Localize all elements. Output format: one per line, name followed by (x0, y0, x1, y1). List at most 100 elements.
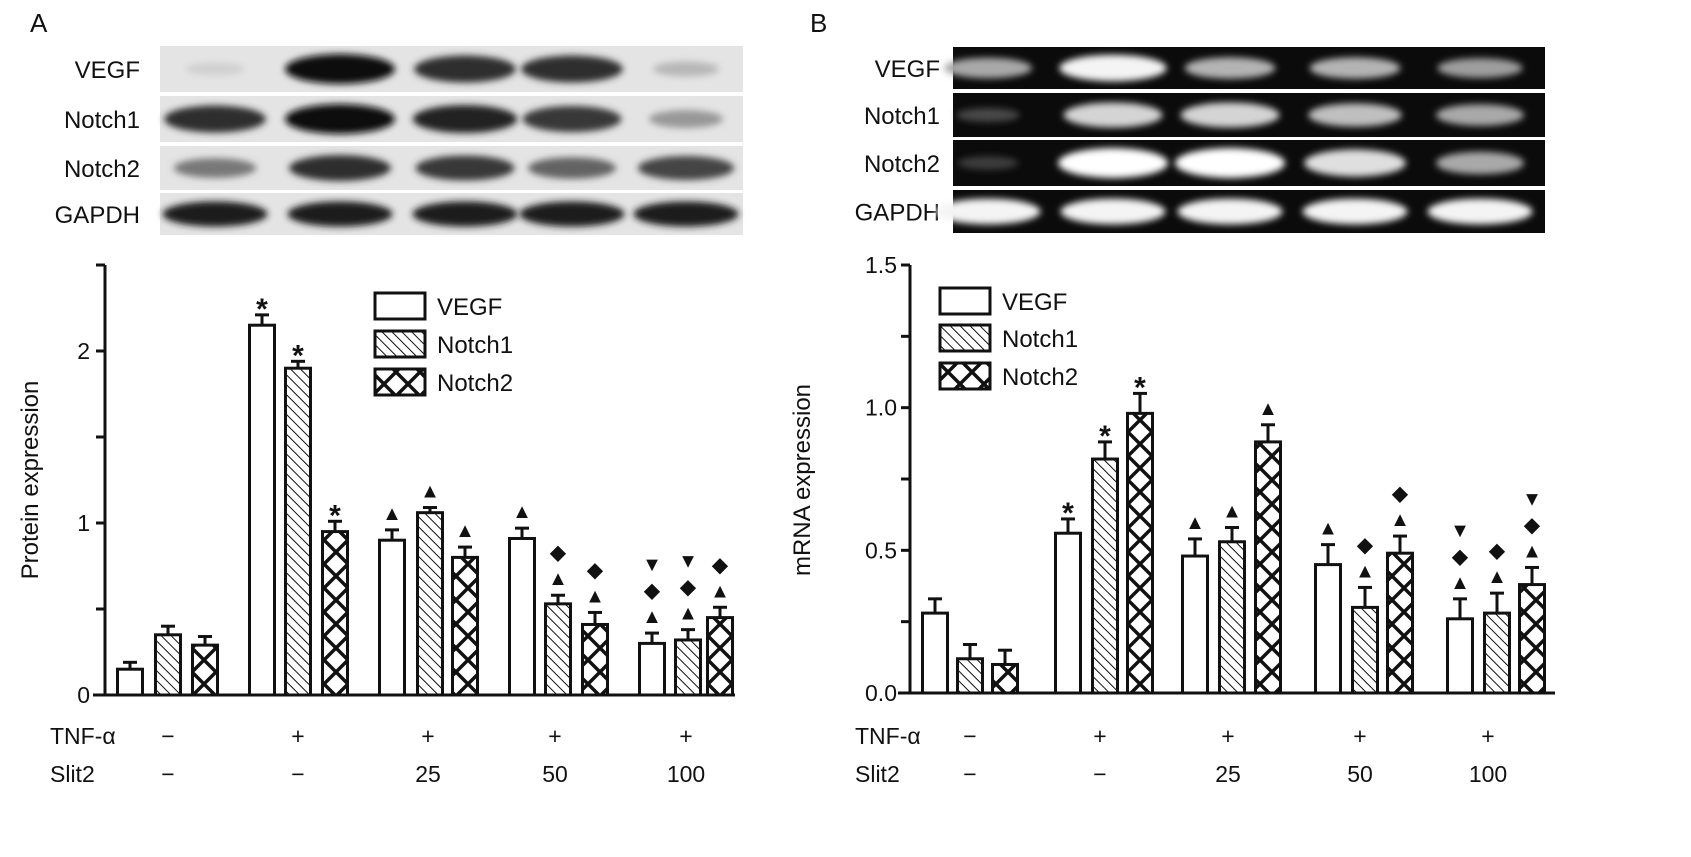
bar-vegf (1314, 563, 1342, 695)
blot-band (528, 157, 616, 179)
significance-marker: ▲ (1522, 540, 1542, 562)
significance-marker: ▲ (585, 585, 605, 607)
significance-marker: ▲ (1355, 560, 1375, 582)
bar-notch2 (1126, 411, 1154, 695)
legend-label: VEGF (437, 294, 502, 321)
bar-notch2 (1518, 583, 1546, 695)
bar-notch1 (416, 511, 444, 697)
significance-marker: ▼ (1450, 520, 1470, 542)
bar-notch2 (991, 662, 1019, 695)
legend-label: VEGF (1002, 289, 1067, 316)
bar-notch1 (544, 602, 572, 697)
condition-value: + (1353, 723, 1366, 749)
bar-notch1 (1483, 611, 1511, 695)
bar-notch2 (1254, 440, 1282, 695)
significance-marker: ▲ (512, 501, 532, 523)
y-axis-label: mRNA expression (789, 384, 816, 576)
blot-band (415, 155, 515, 181)
y-tick-label: 1.0 (865, 395, 897, 421)
significance-marker: * (256, 293, 268, 326)
bar-vegf (921, 611, 949, 695)
bar-notch1 (1351, 605, 1379, 695)
bar-vegf (378, 538, 406, 697)
significance-marker: * (329, 499, 341, 532)
significance-marker: ▲ (1450, 572, 1470, 594)
significance-marker: ◆ (1523, 514, 1540, 536)
blot-band (957, 156, 1019, 170)
blot-band (633, 201, 739, 227)
blot-band (653, 61, 719, 77)
blot-band (1058, 148, 1168, 178)
significance-marker: ◆ (643, 580, 660, 602)
blot-row-label: VEGF (75, 57, 140, 84)
blot-band (1308, 103, 1402, 127)
significance-marker: ▲ (1222, 501, 1242, 523)
blot-band (1060, 198, 1166, 225)
significance-marker: * (292, 339, 304, 372)
significance-marker: ▲ (1185, 512, 1205, 534)
blot-row-notch2: Notch2 (864, 140, 1545, 186)
bar-notch1 (956, 657, 984, 695)
significance-marker: ◆ (1451, 546, 1468, 568)
blot-row-vegf: VEGF (875, 47, 1545, 89)
condition-value: + (421, 723, 434, 749)
bar-notch1 (1091, 457, 1119, 695)
panel-label: A (30, 8, 48, 38)
blot-band (173, 158, 257, 178)
significance-marker: * (1099, 420, 1111, 453)
significance-marker: ▲ (420, 481, 440, 503)
condition-value: + (548, 723, 561, 749)
blot-row-label: Notch2 (864, 151, 940, 178)
y-axis-label: Protein expression (17, 381, 44, 580)
condition-label: Slit2 (50, 761, 95, 787)
blot-band (1436, 104, 1524, 126)
significance-marker: ◆ (549, 542, 566, 564)
significance-marker: ◆ (679, 577, 696, 599)
blot-row-notch2: Notch2 (64, 146, 743, 190)
blot-row-vegf: VEGF (75, 46, 743, 92)
condition-value: − (161, 723, 174, 749)
condition-value: 100 (667, 761, 705, 787)
condition-value: + (1093, 723, 1106, 749)
blot-band (1437, 58, 1523, 78)
condition-value: − (963, 761, 976, 787)
blot-band (1427, 198, 1533, 225)
condition-value: 25 (415, 761, 441, 787)
blot-band (521, 55, 623, 83)
legend-swatch-notch2 (373, 367, 427, 397)
legend-label: Notch1 (437, 332, 513, 359)
legend-label: Notch1 (1002, 326, 1078, 353)
condition-value: + (291, 723, 304, 749)
legend-swatch-vegf (938, 286, 992, 316)
blot-row-label: GAPDH (55, 202, 140, 229)
blot-band (1063, 102, 1163, 128)
blot-band (412, 104, 518, 134)
significance-marker: ▲ (548, 568, 568, 590)
blot-band (285, 54, 395, 84)
y-tick-label: 1 (77, 510, 90, 536)
bar-vegf (248, 323, 276, 697)
bar-notch1 (674, 638, 702, 697)
condition-value: + (679, 723, 692, 749)
blot-band (1436, 151, 1524, 175)
blot-band (1309, 57, 1401, 79)
condition-label: TNF-α (50, 723, 116, 749)
condition-value: 25 (1215, 761, 1241, 787)
blot-band (956, 108, 1020, 122)
condition-value: − (161, 761, 174, 787)
blot-row-label: Notch1 (64, 107, 140, 134)
blot-row-label: Notch2 (64, 156, 140, 183)
significance-marker: ▼ (642, 554, 662, 576)
y-tick-label: 0.5 (865, 537, 897, 563)
bar-vegf (508, 536, 536, 697)
blot-row-gapdh: GAPDH (55, 193, 743, 235)
panel-a: A VEGF Notch1 Notch2 GAPDH 0 1 2 Protein express… (17, 8, 743, 787)
bar-vegf (116, 667, 144, 697)
blot-band (944, 57, 1032, 79)
significance-marker: ▲ (455, 520, 475, 542)
blot-band (1059, 54, 1167, 82)
blot-band (648, 110, 724, 128)
significance-marker: ▲ (382, 503, 402, 525)
significance-marker: ◆ (1356, 534, 1373, 556)
